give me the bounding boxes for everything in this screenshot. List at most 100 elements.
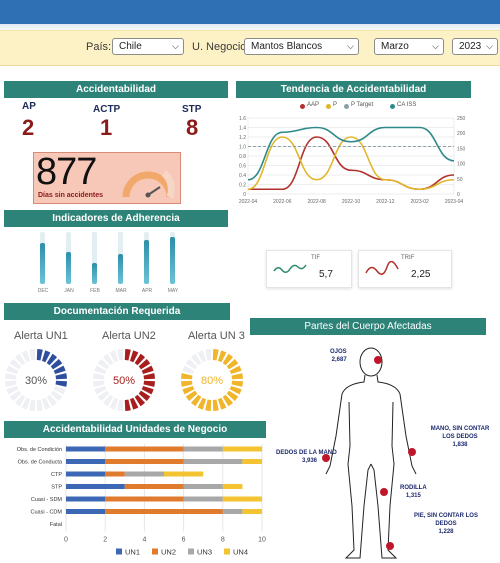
- donut-segment: [14, 394, 26, 407]
- y2-tick-label: 100: [457, 162, 466, 168]
- donut-segment: [141, 365, 154, 375]
- donut-segment: [117, 399, 124, 411]
- tendencia-legend: AAP P P Target CA ISS: [300, 102, 460, 112]
- donut-segment: [185, 358, 198, 370]
- donut-segment: [134, 394, 146, 407]
- donut-segment: [197, 397, 207, 410]
- negocio-select[interactable]: Mantos Blancos ⌵: [244, 38, 359, 55]
- x-tick-label: 8: [221, 537, 225, 544]
- donut-segment: [182, 385, 195, 395]
- bar-segment: [105, 459, 184, 464]
- tendencia-chart: 1.6 1.4 1.2 1.0 0.8 0.6 0.4 0.2 0 250 200 150 100 50 0…: [239, 116, 466, 205]
- donut-segment: [190, 394, 202, 407]
- donut-segment: [53, 385, 66, 395]
- y-tick-label: 1.4: [239, 126, 246, 132]
- tif-sparkline-icon: [273, 264, 307, 273]
- bar-segment: [66, 484, 125, 489]
- bar-segment: [105, 446, 184, 452]
- bar-segment: [222, 446, 262, 452]
- series-line: [247, 136, 455, 191]
- legend-label: CA ISS: [397, 102, 417, 108]
- legend-label: P: [333, 102, 338, 108]
- donut-segment: [41, 350, 51, 363]
- mano-marker: [408, 448, 416, 456]
- tif-value: 5,7: [319, 269, 333, 280]
- legend-label: UN4: [233, 548, 248, 557]
- category-label: Fatal: [50, 522, 62, 528]
- pais-select[interactable]: Chile ⌵: [112, 38, 184, 55]
- donut-segment: [5, 380, 17, 387]
- adherencia-bar-label: JAN: [64, 288, 74, 294]
- donut-segment: [21, 397, 31, 410]
- mes-select[interactable]: Marzo ⌵: [374, 38, 444, 55]
- dedos-callout: DEDOS DE LA MANO 3,936: [276, 450, 337, 464]
- y-tick-label: 0.4: [239, 173, 246, 179]
- y-tick-label: 0.2: [239, 183, 246, 189]
- donut-value: 30%: [25, 375, 47, 387]
- bar-segment: [66, 509, 106, 514]
- bar-segment: [105, 471, 125, 477]
- adherencia-bar: [92, 263, 97, 284]
- category-label: STP: [51, 485, 62, 491]
- legend-swatch: [224, 548, 230, 555]
- donut-segment: [182, 365, 195, 375]
- body-figure-icon: [322, 347, 417, 559]
- donut-segment: [6, 365, 19, 375]
- donut-segment: [229, 365, 242, 375]
- partes-title: Partes del Cuerpo Afectadas: [250, 318, 486, 335]
- bar-segment: [222, 496, 262, 502]
- documentacion-donuts: 30% 50% 80%: [5, 349, 243, 411]
- mes-select-value: Marzo: [381, 41, 409, 52]
- bar-segment: [183, 496, 223, 502]
- donut-segment: [181, 380, 193, 387]
- legend-dot: [326, 104, 331, 109]
- negocio-select-value: Mantos Blancos: [251, 41, 323, 52]
- pie-callout: PIE, SIN CONTAR LOS DEDOS 1,228: [414, 513, 478, 535]
- legend-dot: [300, 104, 305, 109]
- legend-swatch: [116, 548, 122, 555]
- adherencia-bar: [144, 239, 149, 284]
- donut-segment: [94, 385, 107, 395]
- donut-segment: [109, 397, 119, 410]
- donut-segment: [102, 394, 114, 407]
- chevron-down-icon: ⌵: [347, 41, 354, 51]
- donut-segment: [197, 350, 207, 363]
- category-label: Obs. de Conducta: [18, 460, 63, 466]
- donut-segment: [222, 394, 234, 407]
- donut-segment: [29, 349, 36, 361]
- bar-segment: [183, 446, 223, 452]
- x-tick-label: 6: [182, 537, 186, 544]
- rodilla-marker: [380, 488, 388, 496]
- dias-sin-accidentes-card: 877 Días sin accidentes: [33, 151, 181, 204]
- donut-segment: [21, 350, 31, 363]
- donut-segment: [97, 358, 110, 370]
- legend-dot: [344, 104, 349, 109]
- rodilla-callout: RODILLA 1,315: [400, 485, 427, 499]
- bar-segment: [183, 459, 243, 464]
- adherencia-bar-label: MAY: [167, 288, 179, 294]
- legend-dot: [390, 104, 395, 109]
- tif-card: TIF 5,7: [266, 250, 352, 288]
- legend-label: UN3: [197, 548, 212, 557]
- filter-bar: País: Chile ⌵ U. Negocio: Mantos Blancos…: [0, 30, 500, 66]
- adherencia-bar: [118, 253, 123, 284]
- donut-segment: [36, 349, 43, 361]
- bar-segment: [222, 484, 243, 489]
- donut-segment: [109, 350, 119, 363]
- bar-segment: [124, 471, 164, 477]
- donut-segment: [46, 353, 58, 366]
- legend-swatch: [152, 548, 158, 555]
- donut-segment: [9, 358, 22, 370]
- donut-segment: [55, 373, 67, 380]
- category-label: CTP: [51, 472, 62, 478]
- y-tick-label: 1.0: [239, 145, 246, 151]
- category-label: Obs. de Condición: [17, 447, 62, 453]
- anio-select[interactable]: 2023 ⌵: [452, 38, 498, 55]
- donut-segment: [50, 390, 63, 402]
- adherencia-bar-label: DEC: [37, 288, 49, 294]
- adherencia-bar-label: MAR: [115, 288, 127, 294]
- x-tick-label: 2022-04: [239, 199, 258, 205]
- documentacion-title: Documentación Requerida: [4, 303, 230, 320]
- donut-segment: [41, 397, 51, 410]
- negocio-label: U. Negocio:: [192, 41, 250, 53]
